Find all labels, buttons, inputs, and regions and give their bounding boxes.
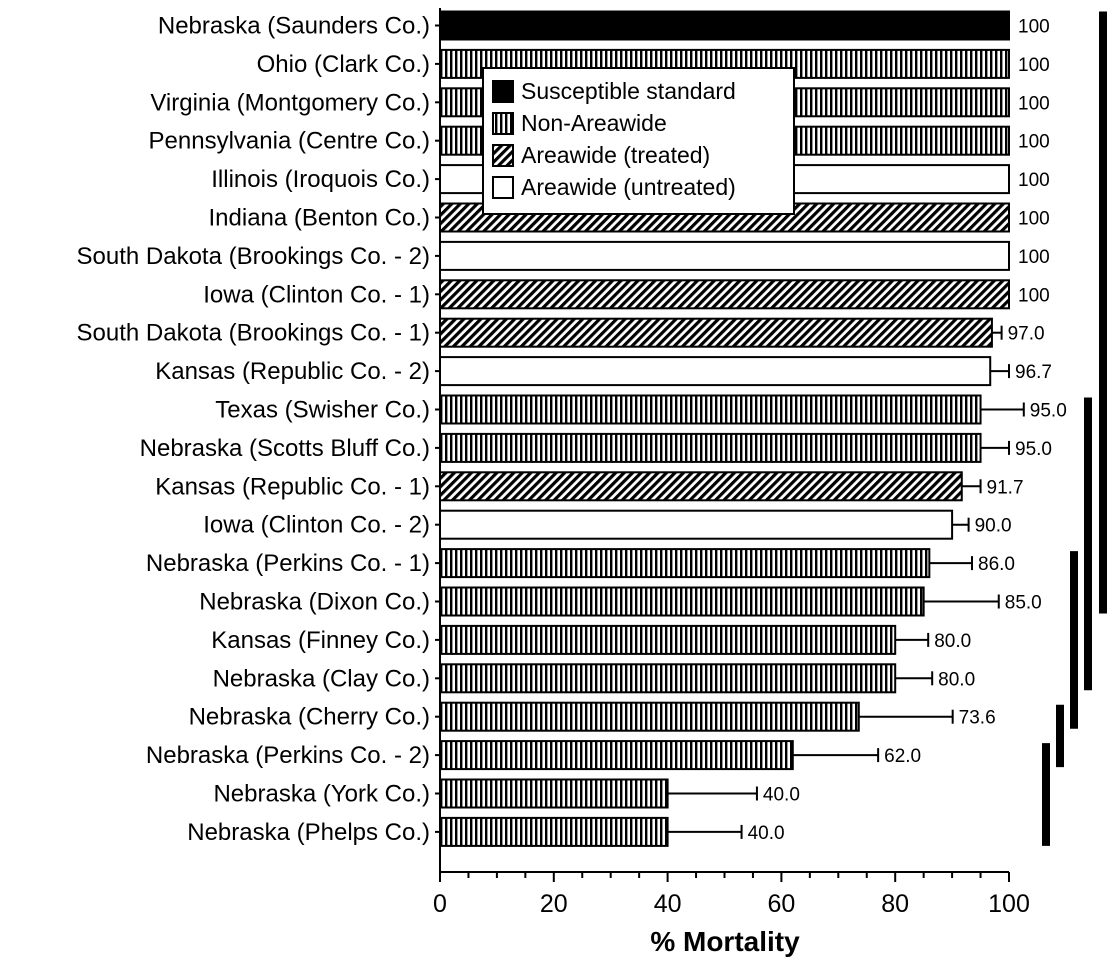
x-tick-label: 100 [988, 890, 1030, 918]
value-label-14: 90.0 [975, 516, 1012, 537]
category-label-5: Illinois (Iroquois Co.) [211, 166, 430, 193]
category-label-10: Kansas (Republic Co. - 2) [155, 358, 430, 385]
bar-9 [439, 317, 993, 348]
legend-swatch-non-areawide [492, 112, 514, 135]
bar-21 [439, 778, 669, 809]
value-label-8: 100 [1018, 285, 1050, 306]
category-label-3: Virginia (Montgomery Co.) [150, 89, 430, 116]
value-label-10: 96.7 [1015, 362, 1052, 383]
value-label-11: 95.0 [1030, 401, 1067, 422]
bar-20 [439, 740, 794, 771]
value-label-21: 40.0 [763, 785, 800, 806]
legend-swatch-susceptible [492, 80, 514, 103]
category-label-13: Kansas (Republic Co. - 1) [155, 473, 430, 500]
x-tick-label: 60 [767, 890, 795, 918]
bar-7 [439, 240, 1010, 271]
category-label-17: Kansas (Finney Co.) [211, 627, 430, 654]
category-label-18: Nebraska (Clay Co.) [213, 665, 430, 692]
bar-14 [439, 509, 954, 540]
legend-label-areawide-treated: Areawide (treated) [521, 142, 710, 168]
category-label-4: Pennsylvania (Centre Co.) [149, 128, 430, 155]
legend-box [482, 67, 795, 215]
x-axis-title: % Mortality [650, 926, 800, 957]
value-label-16: 85.0 [1005, 593, 1042, 614]
bar-1 [439, 10, 1010, 41]
legend-label-non-areawide: Non-Areawide [521, 110, 667, 136]
value-label-22: 40.0 [748, 823, 785, 844]
bar-10 [439, 356, 992, 387]
category-label-1: Nebraska (Saunders Co.) [158, 13, 430, 40]
category-label-8: Iowa (Clinton Co. - 1) [203, 281, 430, 308]
category-label-9: South Dakota (Brookings Co. - 1) [77, 320, 431, 347]
value-label-19: 73.6 [959, 708, 996, 729]
legend-swatch-areawide-untreated [492, 176, 514, 199]
bar-11 [439, 394, 982, 425]
bar-18 [439, 663, 897, 694]
category-label-14: Iowa (Clinton Co. - 2) [203, 512, 430, 539]
value-label-7: 100 [1018, 247, 1050, 268]
value-label-20: 62.0 [884, 746, 921, 767]
category-label-7: South Dakota (Brookings Co. - 2) [77, 243, 431, 270]
x-tick-label: 40 [654, 890, 682, 918]
category-label-21: Nebraska (York Co.) [213, 781, 430, 808]
value-label-15: 86.0 [978, 554, 1015, 575]
value-label-4: 100 [1018, 132, 1050, 153]
category-label-19: Nebraska (Cherry Co.) [189, 704, 430, 731]
x-tick-label: 20 [540, 890, 568, 918]
category-label-11: Texas (Swisher Co.) [215, 397, 430, 424]
value-label-9: 97.0 [1008, 324, 1045, 345]
bar-12 [439, 432, 982, 463]
value-label-3: 100 [1018, 93, 1050, 114]
value-label-18: 80.0 [938, 669, 975, 690]
value-label-1: 100 [1018, 17, 1050, 38]
x-tick-label: 0 [433, 890, 447, 918]
category-label-6: Indiana (Benton Co.) [209, 205, 430, 232]
bar-17 [439, 624, 897, 655]
bar-13 [439, 471, 963, 502]
legend-label-areawide-untreated: Areawide (untreated) [521, 174, 736, 200]
category-label-12: Nebraska (Scotts Bluff Co.) [140, 435, 430, 462]
value-label-2: 100 [1018, 55, 1050, 76]
category-label-20: Nebraska (Perkins Co. - 2) [146, 742, 430, 769]
category-label-2: Ohio (Clark Co.) [257, 51, 430, 78]
category-label-15: Nebraska (Perkins Co. - 1) [146, 550, 430, 577]
x-tick-label: 80 [881, 890, 909, 918]
category-label-16: Nebraska (Dixon Co.) [199, 589, 430, 616]
bar-22 [439, 816, 669, 847]
value-label-5: 100 [1018, 170, 1050, 191]
legend-swatch-areawide-treated [492, 144, 514, 167]
bar-16 [439, 586, 925, 617]
bar-19 [439, 701, 860, 732]
value-label-13: 91.7 [987, 477, 1024, 498]
value-label-12: 95.0 [1015, 439, 1052, 460]
bar-15 [439, 548, 931, 579]
value-label-6: 100 [1018, 209, 1050, 230]
value-label-17: 80.0 [934, 631, 971, 652]
category-label-22: Nebraska (Phelps Co.) [187, 819, 430, 846]
bar-8 [439, 279, 1010, 310]
legend-label-susceptible: Susceptible standard [521, 78, 736, 104]
